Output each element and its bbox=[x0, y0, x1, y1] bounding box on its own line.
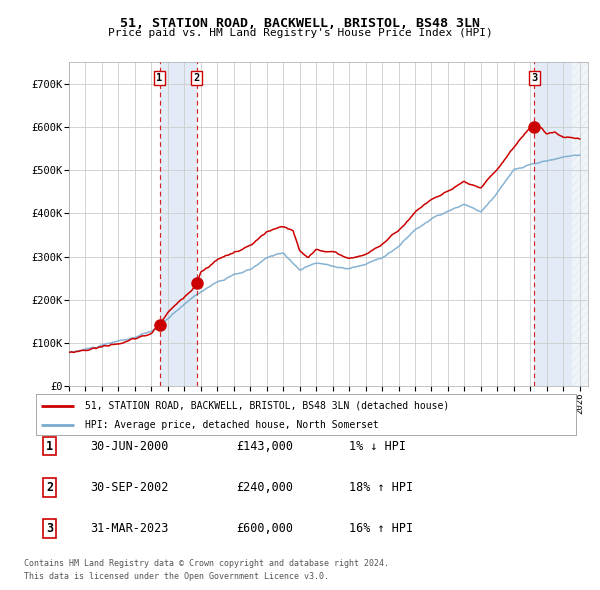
Text: 1% ↓ HPI: 1% ↓ HPI bbox=[349, 440, 406, 453]
Text: 16% ↑ HPI: 16% ↑ HPI bbox=[349, 522, 413, 535]
Text: 2: 2 bbox=[194, 73, 200, 83]
Text: 51, STATION ROAD, BACKWELL, BRISTOL, BS48 3LN: 51, STATION ROAD, BACKWELL, BRISTOL, BS4… bbox=[120, 17, 480, 30]
Text: 1: 1 bbox=[46, 440, 53, 453]
Bar bbox=[160, 62, 197, 386]
Text: 1: 1 bbox=[157, 73, 163, 83]
Text: 3: 3 bbox=[46, 522, 53, 535]
Text: Price paid vs. HM Land Registry's House Price Index (HPI): Price paid vs. HM Land Registry's House … bbox=[107, 28, 493, 38]
Text: £143,000: £143,000 bbox=[236, 440, 293, 453]
Bar bbox=[535, 62, 572, 386]
Text: 30-SEP-2002: 30-SEP-2002 bbox=[90, 481, 169, 494]
Text: 2: 2 bbox=[46, 481, 53, 494]
Text: £240,000: £240,000 bbox=[236, 481, 293, 494]
Text: This data is licensed under the Open Government Licence v3.0.: This data is licensed under the Open Gov… bbox=[24, 572, 329, 581]
Text: 30-JUN-2000: 30-JUN-2000 bbox=[90, 440, 169, 453]
Text: 31-MAR-2023: 31-MAR-2023 bbox=[90, 522, 169, 535]
Text: 51, STATION ROAD, BACKWELL, BRISTOL, BS48 3LN (detached house): 51, STATION ROAD, BACKWELL, BRISTOL, BS4… bbox=[85, 401, 449, 411]
Text: 18% ↑ HPI: 18% ↑ HPI bbox=[349, 481, 413, 494]
Text: HPI: Average price, detached house, North Somerset: HPI: Average price, detached house, Nort… bbox=[85, 419, 379, 430]
Text: Contains HM Land Registry data © Crown copyright and database right 2024.: Contains HM Land Registry data © Crown c… bbox=[24, 559, 389, 568]
Bar bbox=[572, 62, 588, 386]
Text: 3: 3 bbox=[532, 73, 538, 83]
Text: £600,000: £600,000 bbox=[236, 522, 293, 535]
